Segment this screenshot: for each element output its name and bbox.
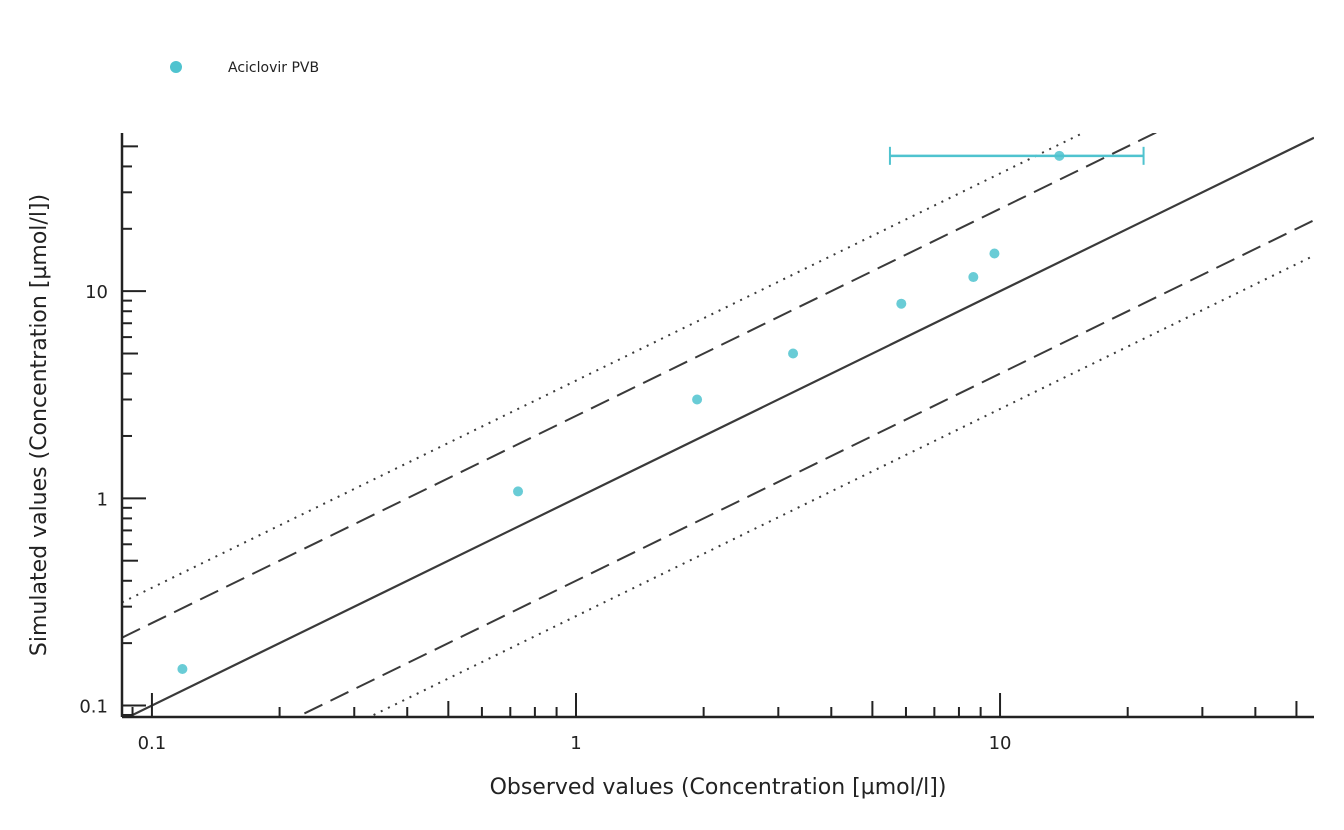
axes: 0.1 1 10 0.1 1 10 bbox=[79, 133, 1314, 754]
reference-line-upper-3fold bbox=[122, 133, 1086, 604]
data-point bbox=[177, 664, 188, 675]
data-point bbox=[692, 394, 703, 405]
series-0 bbox=[177, 146, 1145, 675]
y-tick-label: 10 bbox=[85, 282, 108, 303]
legend: Aciclovir PVB bbox=[170, 60, 319, 76]
y-tick-label: 1 bbox=[97, 489, 108, 510]
reference-line-lower-2fold bbox=[294, 219, 1314, 717]
reference-line-lower-3fold bbox=[367, 254, 1314, 717]
data-point bbox=[788, 348, 799, 359]
data-point bbox=[989, 248, 1000, 259]
x-tick-label: 1 bbox=[570, 733, 581, 754]
plot-area bbox=[122, 133, 1314, 717]
x-axis-title: Observed values (Concentration [µmol/l]) bbox=[490, 775, 947, 800]
y-tick-label: 0.1 bbox=[79, 696, 108, 717]
data-point bbox=[896, 298, 907, 309]
reference-line-identity bbox=[125, 136, 1314, 717]
x-tick-label: 10 bbox=[989, 733, 1012, 754]
data-point bbox=[968, 272, 979, 283]
data-point bbox=[513, 486, 524, 497]
legend-marker bbox=[170, 61, 182, 73]
legend-label: Aciclovir PVB bbox=[228, 60, 319, 76]
reference-line-upper-2fold bbox=[122, 133, 1158, 639]
reference-lines bbox=[122, 133, 1314, 717]
y-axis-title: Simulated values (Concentration [µmol/l]… bbox=[27, 194, 52, 656]
x-tick-label: 0.1 bbox=[138, 733, 167, 754]
data-point bbox=[1054, 150, 1065, 161]
